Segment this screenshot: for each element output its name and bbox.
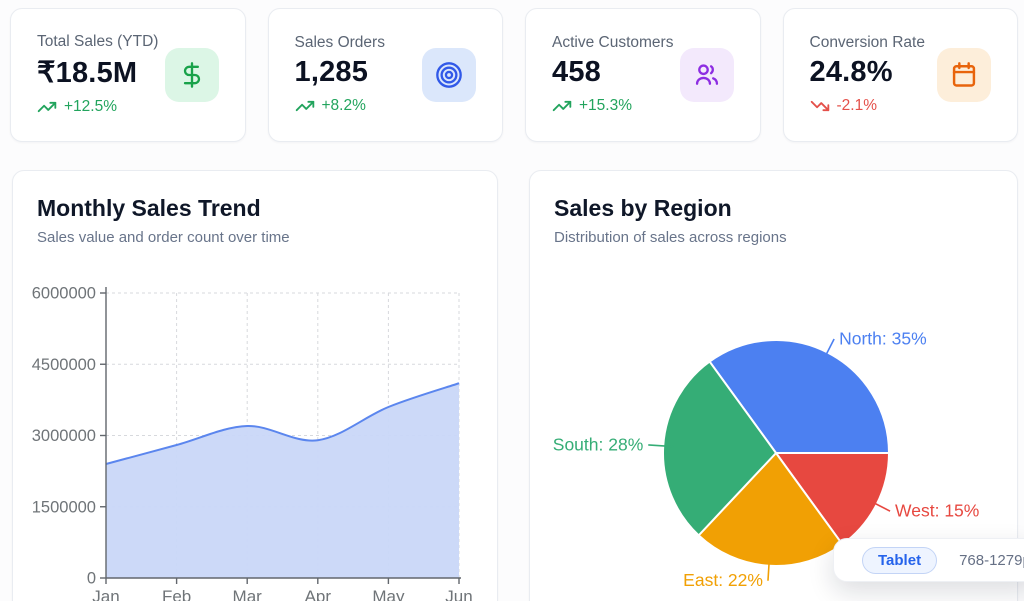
svg-text:3000000: 3000000 [32,427,96,445]
svg-text:South: 28%: South: 28% [553,434,643,454]
kpi-label: Total Sales (YTD) [37,33,159,50]
svg-text:1500000: 1500000 [32,498,96,516]
dollar-icon [183,62,200,88]
svg-text:Jan: Jan [92,587,119,601]
kpi-iconbox [422,48,476,102]
kpi-label: Active Customers [552,34,674,51]
svg-text:North: 35%: North: 35% [839,328,927,348]
svg-text:6000000: 6000000 [32,285,96,303]
kpi-value: 24.8% [809,56,893,88]
chart-subtitle: Distribution of sales across regions [554,229,787,246]
sales-by-region-card: Sales by Region Distribution of sales ac… [529,170,1018,601]
target-icon [436,62,462,88]
trending-up-icon [552,100,572,112]
kpi-delta: +15.3% [552,96,673,116]
pie-chart[interactable]: North: 35% West: 15% East: 22% South: 28% [530,281,1018,601]
area-chart[interactable]: 0 1500000 3000000 4500000 6000000 Jan Feb Mar Ap… [25,276,487,601]
svg-text:West: 15%: West: 15% [895,501,979,521]
device-pill[interactable]: Tablet [862,546,938,574]
kpi-value: 1,285 [294,56,369,88]
svg-text:May: May [372,587,405,601]
kpi-card-total-sales: Total Sales (YTD) ₹18.5M +12.5% [10,8,246,142]
svg-text:0: 0 [87,570,96,588]
kpi-label: Conversion Rate [809,34,925,51]
kpi-delta: +8.2% [295,96,385,116]
chart-title: Monthly Sales Trend [37,195,261,221]
kpi-label: Sales Orders [294,34,385,51]
svg-text:Jun: Jun [445,587,472,601]
users-icon [695,64,718,85]
kpi-card-conversion-rate: Conversion Rate 24.8% -2.1% [782,8,1018,142]
kpi-iconbox [937,48,991,102]
kpi-row: Total Sales (YTD) ₹18.5M +12.5% Sales Or… [10,8,1018,142]
kpi-iconbox [679,48,734,102]
kpi-value: 458 [552,56,601,88]
monthly-sales-trend-card: Monthly Sales Trend Sales value and orde… [12,170,498,601]
trending-down-icon [810,100,829,112]
kpi-delta: -2.1% [810,96,925,116]
breakpoint-badge: Tablet 768-1279px [833,538,1024,582]
svg-text:Mar: Mar [233,587,263,601]
calendar-icon [952,62,976,87]
trending-up-icon [295,100,314,112]
kpi-card-sales-orders: Sales Orders 1,285 +8.2% [267,8,503,142]
kpi-card-active-customers: Active Customers 458 +15.3% [525,8,761,142]
chart-subtitle: Sales value and order count over time [37,229,290,246]
kpi-value: ₹18.5M [37,57,138,89]
chart-title: Sales by Region [554,195,732,221]
kpi-delta: +12.5% [37,97,158,117]
svg-text:East: 22%: East: 22% [683,570,763,590]
breakpoint-range: 768-1279px [959,551,1024,569]
kpi-iconbox [164,48,219,102]
svg-text:4500000: 4500000 [32,356,96,374]
svg-text:Apr: Apr [305,587,332,601]
svg-text:Feb: Feb [162,587,191,601]
trending-up-icon [37,101,57,113]
